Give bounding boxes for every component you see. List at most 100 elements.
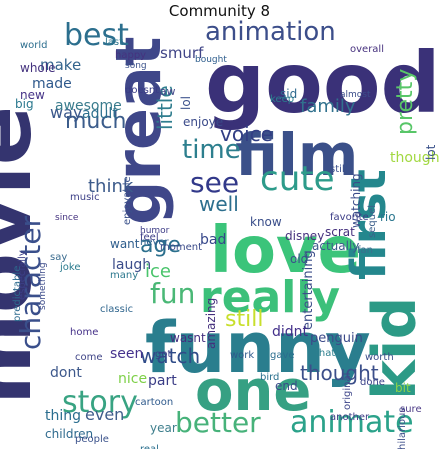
word-though: though bbox=[390, 150, 439, 166]
word-still: still bbox=[330, 164, 347, 175]
word-overall: overall bbox=[350, 44, 384, 55]
word-way: way bbox=[50, 103, 82, 122]
word-seen: seen bbox=[110, 346, 143, 362]
word-enjoye: enjoye bbox=[183, 115, 223, 129]
word-thing: thing bbox=[45, 408, 81, 424]
word-rio: rio bbox=[380, 210, 396, 224]
word-great: great bbox=[102, 37, 175, 225]
word-didnt: didnt bbox=[272, 324, 309, 340]
word-wasnt: wasnt bbox=[170, 331, 206, 345]
word-animate: animate bbox=[290, 405, 414, 440]
word-favorite: favorite bbox=[330, 212, 369, 223]
word-big: big bbox=[15, 97, 34, 111]
word-cartoon: cartoon bbox=[135, 397, 173, 408]
word-first: first bbox=[341, 169, 397, 280]
word-original: original bbox=[342, 373, 353, 410]
word-another: another bbox=[330, 412, 370, 423]
word-bought: bought bbox=[195, 55, 227, 65]
word-last: last bbox=[105, 37, 123, 48]
word-year: year bbox=[150, 421, 177, 435]
word-humor: humor bbox=[140, 226, 170, 236]
word-dont: dont bbox=[50, 365, 82, 381]
word-know: know bbox=[250, 215, 282, 229]
word-song: song bbox=[125, 61, 147, 71]
word-pretty: pretty bbox=[393, 69, 418, 135]
word-adult: adult bbox=[82, 106, 118, 122]
word-movie: movie bbox=[0, 106, 51, 405]
word-end: end bbox=[275, 379, 298, 393]
word-never: never bbox=[140, 237, 170, 248]
word-watch: watch bbox=[140, 344, 200, 368]
word-whole: whole bbox=[20, 61, 55, 75]
word-love: love bbox=[210, 214, 361, 288]
word-lot: lot bbox=[424, 144, 438, 160]
word-age: age bbox=[140, 233, 181, 258]
word-work: work bbox=[230, 350, 254, 361]
word-especially: especially bbox=[17, 250, 28, 300]
word-cute: cute bbox=[260, 159, 335, 199]
word-time: time bbox=[182, 135, 241, 165]
word-worth: worth bbox=[365, 352, 394, 363]
word-something: something bbox=[38, 262, 48, 310]
word-scrat: scrat bbox=[325, 225, 355, 239]
word-even: even bbox=[85, 405, 124, 424]
word-penguin: penguin bbox=[310, 331, 363, 346]
word-smurf: smurf bbox=[160, 44, 204, 62]
word-part: part bbox=[148, 373, 177, 389]
word-moment: moment bbox=[160, 242, 202, 253]
word-amazing: amazing bbox=[204, 298, 218, 349]
word-world: world bbox=[20, 40, 48, 51]
word-happy: happy bbox=[115, 50, 146, 61]
word-children: children bbox=[45, 427, 93, 441]
word-well: well bbox=[199, 192, 239, 216]
word-one: one bbox=[195, 359, 311, 424]
word-little: little bbox=[153, 85, 177, 130]
word-funny: funny bbox=[145, 307, 371, 389]
word-actually: actually bbox=[312, 239, 359, 253]
word-done: done bbox=[360, 377, 385, 388]
word-fun: fun bbox=[150, 277, 195, 310]
word-character: character bbox=[14, 215, 47, 350]
word-ice: ice bbox=[145, 261, 171, 282]
word-kid: kid bbox=[360, 297, 430, 400]
word-gave: gave bbox=[270, 350, 295, 361]
word-keep: keep bbox=[270, 94, 294, 105]
word-awesome: awesome bbox=[55, 98, 122, 114]
word-think: think bbox=[88, 176, 134, 197]
word-really: really bbox=[200, 272, 340, 323]
word-much: much bbox=[65, 109, 126, 134]
word-music: music bbox=[70, 192, 100, 203]
word-old: old bbox=[290, 252, 308, 266]
word-see: see bbox=[190, 166, 239, 199]
word-joke: joke bbox=[59, 262, 80, 273]
word-bird: bird bbox=[260, 372, 279, 383]
word-got: got bbox=[155, 349, 171, 360]
word-good: good bbox=[205, 34, 439, 132]
word-lol: lol bbox=[179, 96, 193, 110]
word-story: story bbox=[62, 385, 138, 420]
word-people: people bbox=[75, 434, 109, 445]
word-enjoyable: enjoyable bbox=[122, 176, 133, 225]
word-animation: animation bbox=[205, 17, 336, 47]
word-thought: thought bbox=[300, 361, 379, 385]
word-hilarious: hilarious bbox=[397, 407, 408, 449]
word-sure: sure bbox=[400, 404, 422, 415]
word-made: made bbox=[32, 76, 72, 92]
word-bit: bit bbox=[395, 381, 411, 395]
chart-title: Community 8 bbox=[168, 2, 271, 20]
word-almost: almost bbox=[340, 90, 371, 100]
word-voice: voice bbox=[220, 122, 273, 146]
word-many: many bbox=[110, 270, 138, 281]
word-since: since bbox=[55, 213, 79, 223]
word-thats: thats bbox=[315, 348, 341, 359]
word-real: real bbox=[140, 444, 159, 449]
word-watching: watching bbox=[349, 173, 363, 228]
word-want: want bbox=[110, 237, 140, 251]
word-sequel: sequel bbox=[367, 205, 378, 238]
word-laugh: laugh bbox=[112, 257, 151, 273]
word-come: come bbox=[75, 352, 103, 363]
word-saw: saw bbox=[154, 85, 175, 98]
word-sid: sid bbox=[280, 87, 297, 101]
word-feel: feel bbox=[140, 232, 159, 243]
